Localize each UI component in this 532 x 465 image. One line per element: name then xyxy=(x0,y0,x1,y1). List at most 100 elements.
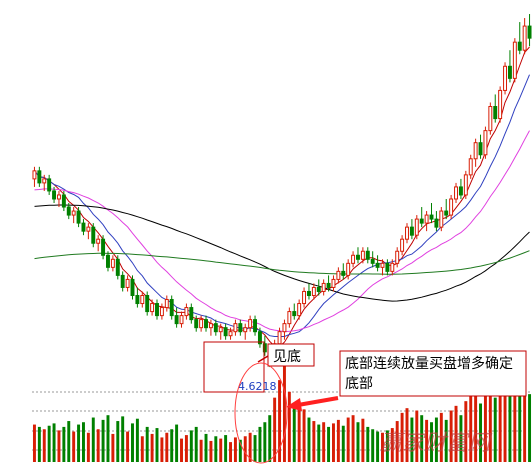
volume-bar xyxy=(420,415,424,462)
volume-bar xyxy=(32,424,36,462)
candle-body xyxy=(150,303,155,313)
volume-note-arrow xyxy=(297,396,339,407)
volume-note-line-2: 底部 xyxy=(345,376,373,392)
bottom-arrow xyxy=(257,355,269,363)
volume-bar xyxy=(479,403,482,462)
candle-body xyxy=(292,311,297,317)
volume-bar xyxy=(62,426,66,462)
volume-bar xyxy=(332,423,335,462)
candle-body xyxy=(331,278,336,288)
volume-bar xyxy=(37,426,41,462)
volume-bar xyxy=(312,421,316,462)
candle-body xyxy=(257,331,262,345)
candle-body xyxy=(419,218,424,224)
candle-body xyxy=(341,270,346,276)
candle-body xyxy=(61,194,66,208)
candle-body xyxy=(507,65,512,79)
volume-bar xyxy=(508,391,512,462)
candle-body xyxy=(365,250,370,260)
candle-body xyxy=(282,323,287,333)
volume-bar xyxy=(474,389,478,462)
candle-body xyxy=(473,142,478,160)
volume-bar xyxy=(111,433,115,462)
volume-bar xyxy=(184,435,188,462)
volume-bar xyxy=(454,405,458,462)
candle-body xyxy=(287,311,292,325)
volume-bar xyxy=(459,415,463,462)
volume-bar xyxy=(518,387,522,462)
volume-bar xyxy=(248,432,252,462)
candle-body xyxy=(32,170,37,180)
volume-bar xyxy=(170,429,174,462)
candle-body xyxy=(498,89,503,120)
volume-bar xyxy=(145,426,149,462)
volume-bar xyxy=(430,422,433,462)
candle-body xyxy=(409,226,414,236)
ma60-line xyxy=(34,204,530,302)
volume-bar xyxy=(175,424,179,462)
volume-bar xyxy=(131,423,134,462)
candle-body xyxy=(311,286,316,296)
volume-bar xyxy=(135,418,139,462)
candle-body xyxy=(522,25,527,51)
volume-bar xyxy=(219,438,223,462)
candle-body xyxy=(140,294,145,305)
candle-body xyxy=(228,331,233,337)
candle-body xyxy=(336,270,341,280)
candle-body xyxy=(135,294,140,305)
candle-body xyxy=(179,315,184,325)
volume-bar xyxy=(82,422,85,462)
volume-bar xyxy=(263,422,267,462)
volume-bar xyxy=(523,384,527,462)
volume-bar xyxy=(116,421,120,462)
candle-body xyxy=(483,130,488,156)
volume-note-arrowhead xyxy=(286,398,302,411)
candle-body xyxy=(155,303,159,317)
candle-body xyxy=(110,258,115,268)
volume-bar xyxy=(287,391,291,462)
volume-bar xyxy=(297,401,301,462)
volume-bar xyxy=(150,433,154,462)
volume-bar xyxy=(434,417,438,462)
bottom-highlight-box xyxy=(203,341,265,393)
candle-body xyxy=(66,206,71,216)
candle-body xyxy=(429,214,434,220)
volume-bar xyxy=(400,412,404,462)
volume-bar xyxy=(376,431,380,462)
candle-body xyxy=(238,323,243,333)
candle-body xyxy=(405,226,409,240)
volume-bar xyxy=(385,430,389,462)
volume-bar xyxy=(243,436,247,462)
candle-body xyxy=(434,218,439,228)
candle-body xyxy=(458,186,463,196)
volume-bar xyxy=(292,405,296,462)
candle-body xyxy=(145,294,150,313)
volume-bar xyxy=(346,417,350,462)
candle-body xyxy=(204,319,208,329)
volume-bar xyxy=(273,397,277,462)
candle-body xyxy=(56,194,61,200)
volume-bar xyxy=(361,418,365,462)
volume-bar xyxy=(341,425,345,462)
candle-body xyxy=(243,327,248,333)
volume-bar xyxy=(180,438,183,462)
volume-bar xyxy=(140,436,144,462)
volume-bar xyxy=(503,377,507,462)
volume-bar xyxy=(439,412,443,462)
volume-note-line-1: 底部连续放量买盘增多确定 xyxy=(345,355,513,372)
volume-bar xyxy=(327,426,331,462)
volume-bar xyxy=(253,435,257,462)
candle-body xyxy=(503,65,508,91)
candle-body xyxy=(478,142,483,156)
watermark: 赢家财富网 xyxy=(380,431,493,456)
candle-body xyxy=(493,106,498,120)
candle-body xyxy=(101,238,106,256)
volume-bar xyxy=(233,437,237,462)
volume-bar xyxy=(67,421,71,462)
bottom-label-box: 见底 xyxy=(267,343,315,367)
volume-bar xyxy=(121,416,125,462)
volume-bar xyxy=(371,429,375,462)
candle-body xyxy=(351,254,356,264)
volume-bar xyxy=(307,417,311,462)
